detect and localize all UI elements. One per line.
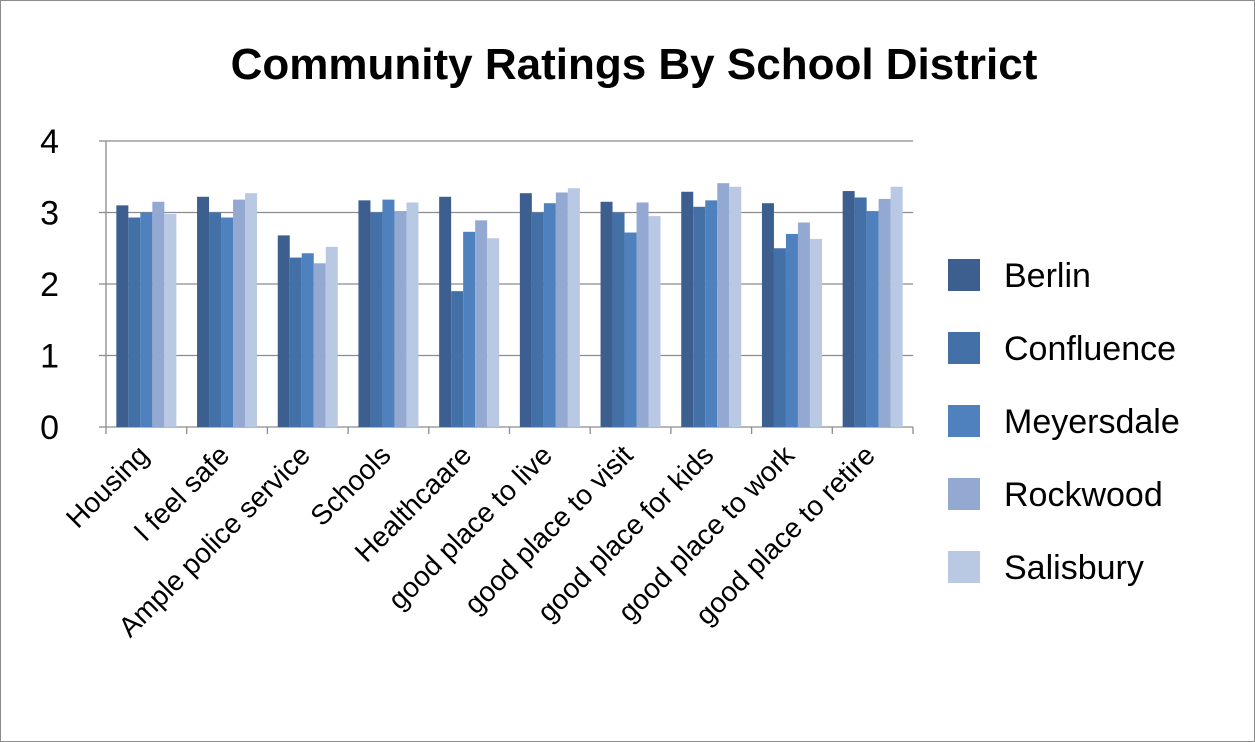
bar-confluence-8 bbox=[693, 206, 706, 427]
bar-meyersdale-5 bbox=[463, 231, 476, 427]
bar-rockwood-10 bbox=[878, 198, 891, 427]
bar-meyersdale-4 bbox=[382, 199, 395, 427]
bar-rockwood-5 bbox=[475, 220, 488, 427]
legend-swatch-berlin bbox=[948, 259, 980, 291]
bar-meyersdale-6 bbox=[543, 203, 556, 427]
bar-meyersdale-2 bbox=[221, 217, 234, 427]
bar-rockwood-8 bbox=[717, 183, 730, 427]
bar-rockwood-1 bbox=[152, 201, 165, 427]
legend-label-confluence: Confluence bbox=[1004, 330, 1176, 368]
chart-title: Community Ratings By School District bbox=[231, 40, 1038, 89]
bar-berlin-4 bbox=[358, 200, 371, 427]
bar-rockwood-4 bbox=[394, 211, 407, 427]
bar-meyersdale-9 bbox=[785, 233, 798, 427]
legend: Berlin Confluence Meyersdale Rockwood Salisb… bbox=[948, 257, 1180, 587]
bar-berlin-6 bbox=[519, 193, 532, 427]
bar-meyersdale-10 bbox=[866, 211, 879, 427]
bar-meyersdale-8 bbox=[705, 200, 718, 427]
bar-salisbury-2 bbox=[245, 193, 258, 427]
bar-meyersdale-3 bbox=[301, 253, 314, 427]
bar-berlin-10 bbox=[842, 191, 855, 427]
legend-swatch-meyersdale bbox=[948, 405, 980, 437]
bar-meyersdale-7 bbox=[624, 232, 637, 427]
bar-berlin-3 bbox=[277, 235, 290, 427]
bar-salisbury-6 bbox=[567, 188, 580, 427]
bar-rockwood-7 bbox=[636, 202, 649, 427]
bar-rockwood-3 bbox=[313, 263, 326, 427]
bar-salisbury-5 bbox=[487, 238, 500, 427]
legend-label-salisbury: Salisbury bbox=[1004, 549, 1144, 587]
bar-confluence-10 bbox=[854, 197, 867, 427]
y-tick-label: 2 bbox=[40, 266, 59, 304]
bar-confluence-1 bbox=[128, 217, 141, 427]
y-tick-label: 0 bbox=[40, 409, 59, 447]
bar-berlin-9 bbox=[761, 203, 774, 427]
bar-berlin-8 bbox=[681, 191, 694, 427]
bar-salisbury-7 bbox=[648, 216, 661, 427]
bar-salisbury-8 bbox=[729, 186, 742, 427]
legend-label-rockwood: Rockwood bbox=[1004, 476, 1163, 514]
bar-meyersdale-1 bbox=[140, 212, 153, 427]
bar-rockwood-6 bbox=[555, 192, 568, 427]
bar-berlin-5 bbox=[439, 196, 452, 427]
y-axis-tick-labels: 0 1 2 3 4 bbox=[40, 123, 59, 447]
bar-berlin-7 bbox=[600, 201, 613, 427]
bar-salisbury-3 bbox=[325, 246, 338, 427]
legend-label-meyersdale: Meyersdale bbox=[1004, 403, 1180, 441]
bar-salisbury-10 bbox=[890, 186, 903, 427]
y-tick-label: 1 bbox=[40, 338, 59, 376]
legend-swatch-rockwood bbox=[948, 478, 980, 510]
bars bbox=[116, 183, 903, 427]
bar-rockwood-2 bbox=[233, 199, 246, 427]
bar-salisbury-4 bbox=[406, 202, 419, 427]
bar-confluence-4 bbox=[370, 212, 383, 427]
bar-rockwood-9 bbox=[797, 222, 810, 427]
legend-label-berlin: Berlin bbox=[1004, 257, 1091, 295]
bar-confluence-5 bbox=[451, 291, 464, 427]
bar-confluence-6 bbox=[531, 212, 544, 427]
bar-confluence-9 bbox=[773, 248, 786, 427]
legend-swatch-confluence bbox=[948, 332, 980, 364]
bar-berlin-2 bbox=[197, 196, 210, 427]
bar-salisbury-9 bbox=[809, 238, 822, 427]
bar-berlin-1 bbox=[116, 205, 129, 427]
y-tick-label: 4 bbox=[40, 123, 59, 161]
bar-salisbury-1 bbox=[164, 213, 177, 427]
bar-confluence-2 bbox=[209, 212, 222, 427]
legend-swatch-salisbury bbox=[948, 551, 980, 583]
bar-confluence-7 bbox=[612, 212, 625, 427]
y-tick-label: 3 bbox=[40, 195, 59, 233]
bar-confluence-3 bbox=[289, 257, 302, 427]
